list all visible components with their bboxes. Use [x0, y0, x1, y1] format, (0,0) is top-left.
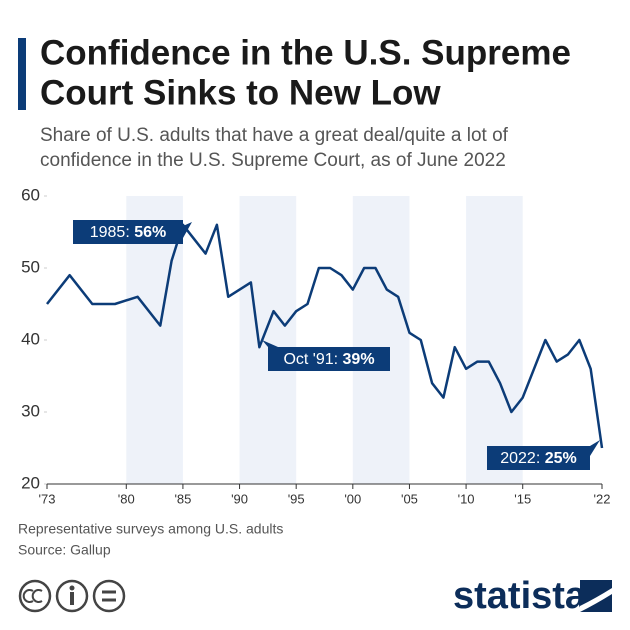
background-band	[466, 196, 523, 484]
source: Source: Gallup	[18, 542, 111, 558]
x-tick-label: '95	[288, 491, 305, 506]
annotation-box	[487, 446, 590, 470]
annotation: Oct '91: 39%	[262, 340, 390, 371]
y-tick-label: 40	[21, 329, 40, 348]
annotation: 1985: 56%	[73, 220, 192, 244]
annotation-label: Oct '91:	[283, 351, 338, 368]
y-tick-label: 30	[21, 401, 40, 420]
annotation-value: 25%	[545, 450, 577, 467]
annotation-text: 2022: 25%	[500, 450, 577, 467]
x-tick-label: '05	[401, 491, 418, 506]
annotation-pointer	[262, 340, 278, 347]
x-tick-label: '22	[594, 491, 611, 506]
x-tick-label: '73	[39, 491, 56, 506]
annotation-box	[73, 220, 183, 244]
annotation-pointer	[590, 440, 600, 456]
license-icons	[18, 579, 126, 613]
x-tick-label: '15	[514, 491, 531, 506]
y-tick-label: 50	[21, 257, 40, 276]
annotation-text: Oct '91: 39%	[283, 351, 374, 368]
background-band	[352, 196, 410, 484]
x-tick-label: '00	[344, 491, 361, 506]
annotation-label: 1985:	[90, 224, 130, 241]
annotation-text: 1985: 56%	[90, 224, 167, 241]
y-tick-label: 60	[21, 185, 40, 204]
notes: Representative surveys among U.S. adults	[18, 521, 283, 537]
annotation-value: 56%	[134, 224, 166, 241]
brand-logo: statista	[453, 575, 587, 617]
chart-title: Court Sinks to New Low	[40, 73, 441, 112]
chart-subtitle: confidence in the U.S. Supreme Court, as…	[40, 150, 506, 171]
annotation-value: 39%	[343, 351, 375, 368]
annotation-label: 2022:	[500, 450, 540, 467]
annotation-pointer	[183, 222, 192, 238]
x-tick-label: '90	[231, 491, 248, 506]
annotation-box	[268, 347, 390, 371]
y-tick-label: 20	[21, 473, 40, 492]
x-tick-label: '85	[174, 491, 191, 506]
chart-title: Confidence in the U.S. Supreme	[40, 33, 571, 72]
chart-subtitle: Share of U.S. adults that have a great d…	[40, 125, 509, 146]
title-bar	[18, 38, 26, 110]
brand-icon	[580, 580, 612, 612]
x-tick-label: '80	[118, 491, 135, 506]
x-tick-label: '10	[458, 491, 475, 506]
annotation: 2022: 25%	[487, 440, 600, 470]
background-band	[239, 196, 297, 484]
